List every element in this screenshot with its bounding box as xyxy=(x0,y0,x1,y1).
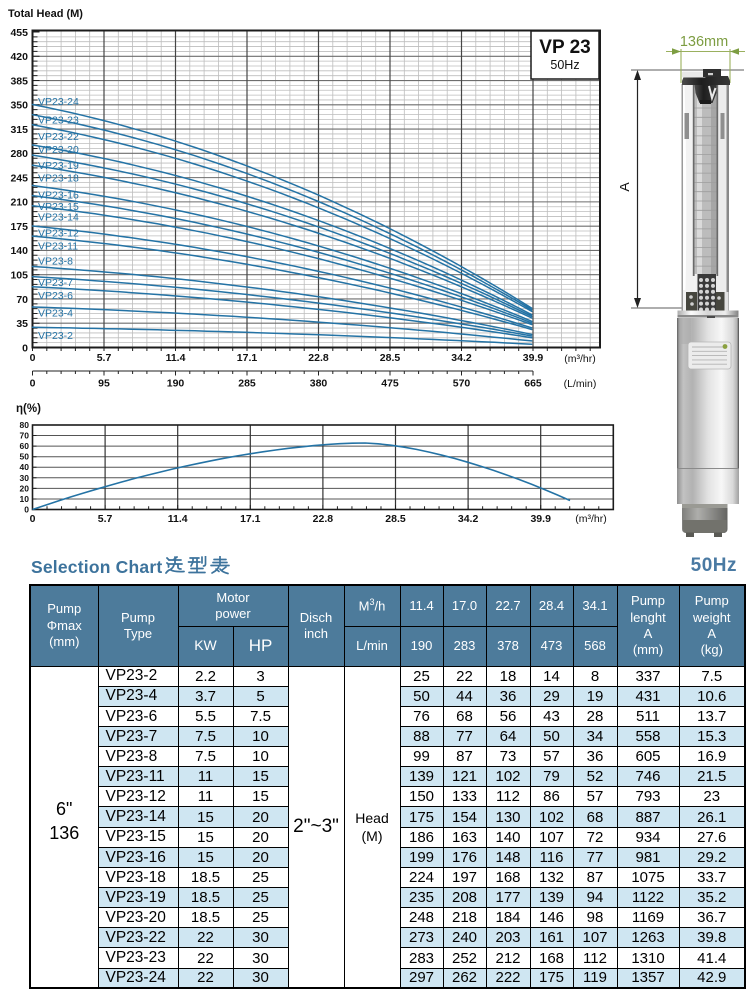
svg-text:10: 10 xyxy=(20,494,30,504)
svg-text:20: 20 xyxy=(20,483,30,493)
svg-text:(L/min): (L/min) xyxy=(564,378,597,390)
svg-text:30: 30 xyxy=(20,473,30,483)
svg-text:35: 35 xyxy=(16,318,28,330)
svg-text:95: 95 xyxy=(98,378,110,390)
svg-text:70: 70 xyxy=(16,294,28,306)
svg-text:475: 475 xyxy=(381,378,399,390)
svg-text:VP23-7: VP23-7 xyxy=(38,277,73,289)
svg-text:VP23-24: VP23-24 xyxy=(38,96,79,108)
svg-text:VP23-12: VP23-12 xyxy=(38,227,79,239)
svg-text:315: 315 xyxy=(10,124,28,136)
svg-text:190: 190 xyxy=(167,378,185,390)
svg-text:350: 350 xyxy=(10,100,28,112)
svg-text:17.1: 17.1 xyxy=(240,513,261,525)
svg-text:VP23-19: VP23-19 xyxy=(38,160,79,172)
svg-text:380: 380 xyxy=(310,378,328,390)
svg-text:40: 40 xyxy=(20,462,30,472)
svg-text:VP23-22: VP23-22 xyxy=(38,131,79,143)
svg-text:70: 70 xyxy=(20,431,30,441)
svg-text:105: 105 xyxy=(10,270,28,282)
svg-text:22.8: 22.8 xyxy=(313,513,334,525)
svg-text:11.4: 11.4 xyxy=(166,352,186,364)
svg-text:(m³/hr): (m³/hr) xyxy=(575,513,607,525)
svg-text:175: 175 xyxy=(10,221,28,233)
svg-text:210: 210 xyxy=(10,197,28,209)
svg-text:5.7: 5.7 xyxy=(97,352,112,364)
svg-text:0: 0 xyxy=(24,505,29,515)
svg-text:VP23-14: VP23-14 xyxy=(38,212,79,224)
svg-text:VP23-16: VP23-16 xyxy=(38,190,79,202)
svg-text:0: 0 xyxy=(30,352,36,364)
svg-text:A: A xyxy=(620,182,632,192)
svg-text:VP23-15: VP23-15 xyxy=(38,201,79,213)
svg-text:VP23-23: VP23-23 xyxy=(38,115,79,127)
svg-text:VP23-11: VP23-11 xyxy=(38,240,78,252)
svg-text:39.9: 39.9 xyxy=(523,352,544,364)
svg-text:28.5: 28.5 xyxy=(380,352,401,364)
svg-text:η(%): η(%) xyxy=(16,403,41,415)
svg-text:VP23-2: VP23-2 xyxy=(38,330,73,342)
svg-text:VP23-20: VP23-20 xyxy=(38,144,79,156)
svg-text:VP23-4: VP23-4 xyxy=(38,308,73,320)
svg-text:385: 385 xyxy=(10,75,28,87)
svg-text:11.4: 11.4 xyxy=(168,513,188,525)
svg-text:0: 0 xyxy=(30,513,36,525)
svg-text:50: 50 xyxy=(20,452,30,462)
svg-text:28.5: 28.5 xyxy=(385,513,406,525)
svg-text:(m³/hr): (m³/hr) xyxy=(564,353,596,365)
svg-text:455: 455 xyxy=(10,27,28,39)
svg-text:285: 285 xyxy=(238,378,256,390)
svg-text:39.9: 39.9 xyxy=(530,513,551,525)
svg-text:VP23-8: VP23-8 xyxy=(38,256,73,268)
svg-text:5.7: 5.7 xyxy=(98,513,113,525)
svg-text:665: 665 xyxy=(524,378,542,390)
svg-text:50Hz: 50Hz xyxy=(550,58,579,72)
svg-text:22.8: 22.8 xyxy=(308,352,329,364)
svg-text:136mm: 136mm xyxy=(680,34,728,50)
svg-text:60: 60 xyxy=(20,441,30,451)
svg-text:34.2: 34.2 xyxy=(451,352,472,364)
svg-text:VP23-18: VP23-18 xyxy=(38,173,79,185)
svg-text:280: 280 xyxy=(10,148,28,160)
svg-text:17.1: 17.1 xyxy=(237,352,258,364)
svg-text:420: 420 xyxy=(10,51,28,63)
svg-text:140: 140 xyxy=(10,245,28,257)
svg-text:Total Head (M): Total Head (M) xyxy=(8,8,83,20)
svg-text:0: 0 xyxy=(30,378,36,390)
svg-text:245: 245 xyxy=(10,172,28,184)
svg-text:VP 23: VP 23 xyxy=(539,37,590,58)
svg-text:0: 0 xyxy=(22,342,28,354)
svg-text:80: 80 xyxy=(20,420,30,430)
svg-text:34.2: 34.2 xyxy=(458,513,479,525)
svg-text:570: 570 xyxy=(453,378,471,390)
svg-text:VP23-6: VP23-6 xyxy=(38,290,73,302)
